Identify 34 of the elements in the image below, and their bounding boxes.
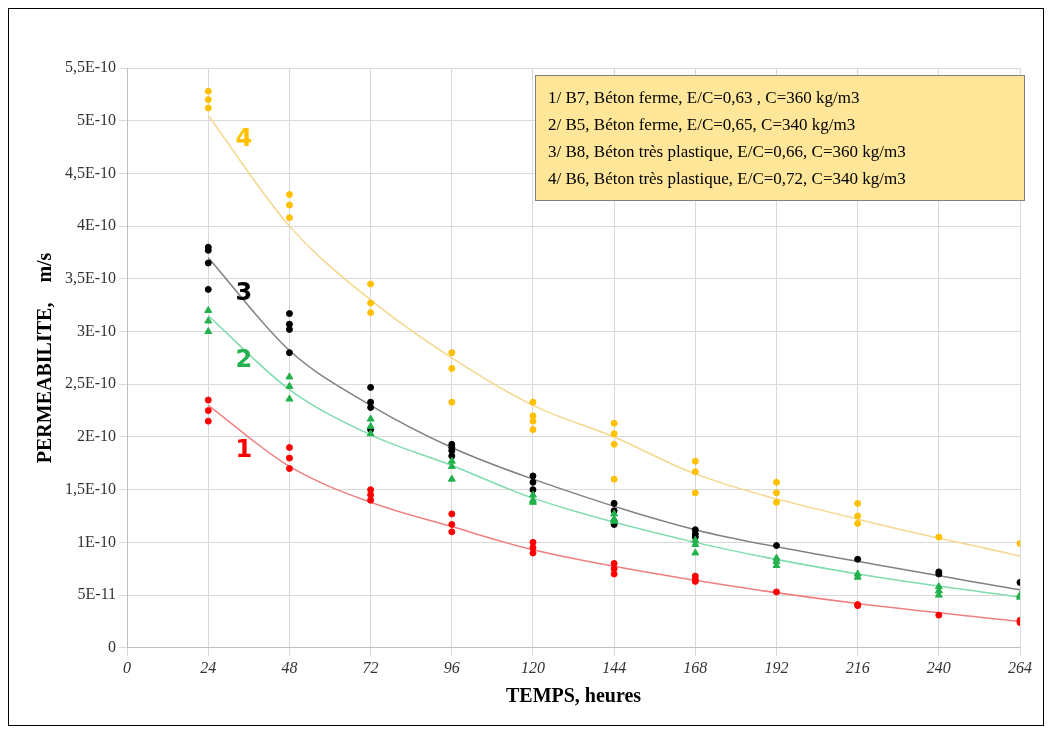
y-tick-label: 4,5E-10 [64,163,117,181]
y-tick-label: 4E-10 [76,216,117,234]
y-tick-label: 0 [108,638,117,655]
annotation: 1/ B7, Béton ferme, E/C=0,63 , C=360 kg/m3 [548,87,861,109]
series-label: 3 [235,277,253,306]
y-tick-label: 1,5E-10 [64,479,117,497]
x-tick-label: 144 [602,658,627,676]
y-tick-label: 5E-11 [77,585,117,603]
x-tick-label: 240 [926,658,951,676]
series-label: 4 [235,123,253,152]
y-tick-label: 2E-10 [76,427,117,445]
y-tick-label: 5E-10 [76,110,117,128]
y-tick-label: 1E-10 [76,532,117,550]
annotation: 4/ B6, Béton très plastique, E/C=0,72, C=340 kg/m3 [548,168,907,190]
x-tick-label: 72 [362,658,379,676]
y-axis-title: PERMEABILITE, m/s [33,252,56,464]
x-tick-label: 168 [683,658,708,676]
x-tick-label: 48 [281,658,298,676]
series-label: 2 [235,345,253,374]
annotation: 3/ B8, Béton très plastique, E/C=0,66, C=360 kg/m3 [548,141,907,163]
series-label: 1 [235,434,253,463]
x-tick-label: 192 [764,658,789,676]
x-tick-label: 264 [1008,658,1032,676]
y-tick-label: 2,5E-10 [64,374,117,392]
x-tick-label: 96 [443,658,460,676]
x-axis-title: TEMPS, heures [505,684,642,707]
y-tick-label: 5,5E-10 [64,58,117,76]
x-tick-label: 24 [200,658,217,676]
annotation: 2/ B5, Béton ferme, E/C=0,65, C=340 kg/m3 [548,114,857,136]
x-tick-label: 216 [845,658,870,676]
x-tick-label: 120 [520,658,545,676]
x-tick-label: 0 [123,658,132,676]
y-tick-label: 3,5E-10 [64,269,117,287]
y-tick-label: 3E-10 [76,321,117,339]
